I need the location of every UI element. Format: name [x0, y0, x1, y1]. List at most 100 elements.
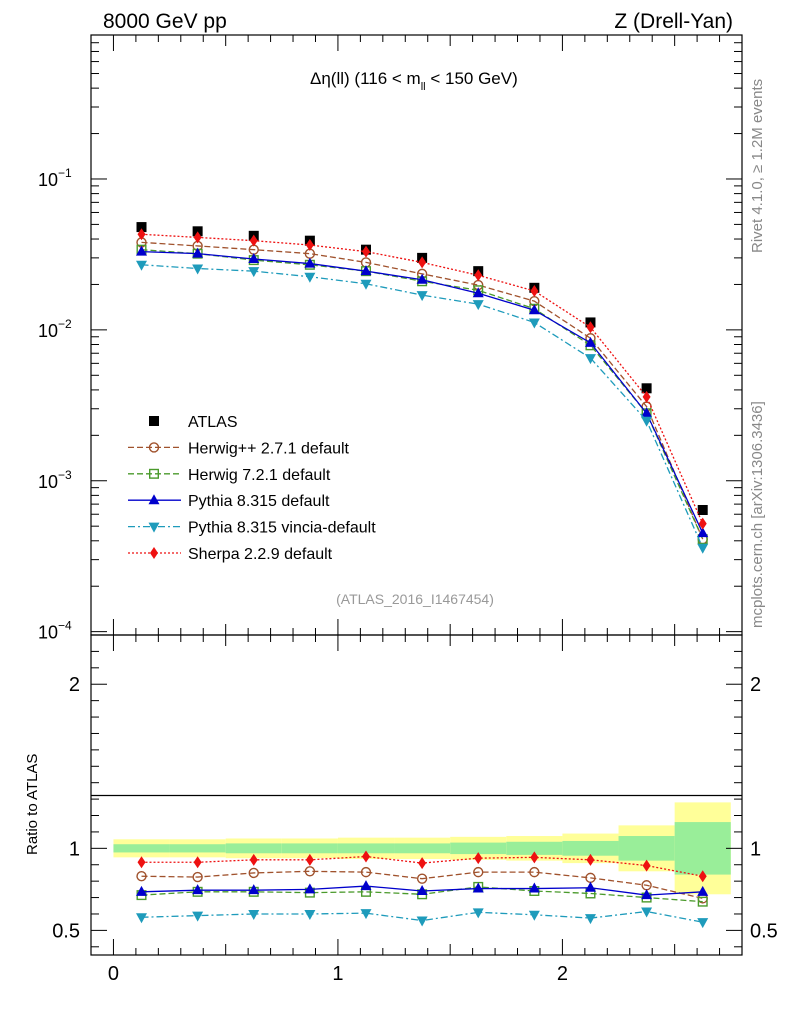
analysis-label: (ATLAS_2016_I1467454): [336, 591, 494, 607]
ratio-y-tick-label-right: 2: [750, 674, 761, 696]
ratio-point-sherpa-2-2-9-default: [249, 853, 258, 866]
data-point-pythia-8-315-vincia-default: [304, 272, 316, 283]
legend-label-herwig-7-2-1-default: Herwig 7.2.1 default: [188, 467, 331, 484]
ratio-point-pythia-8-315-vincia-default: [360, 909, 372, 920]
ratio-point-pythia-8-315-vincia-default: [584, 914, 596, 925]
data-point-pythia-8-315-default: [584, 336, 596, 347]
ratio-y-tick-label-right: 0.5: [750, 920, 778, 942]
ratio-point-sherpa-2-2-9-default: [305, 853, 314, 866]
ratio-point-pythia-8-315-default: [416, 885, 428, 895]
ratio-point-herwig-2-7-1-default: [248, 867, 259, 879]
legend-label-pythia-8-315-default: Pythia 8.315 default: [188, 493, 330, 510]
ratio-point-pythia-8-315-vincia-default: [697, 918, 709, 929]
ratio-band-inner: [450, 842, 507, 855]
legend: ATLAS Herwig++ 2.7.1 default Herwig 7.2.1 …: [128, 414, 376, 563]
ratio-point-sherpa-2-2-9-default: [137, 856, 146, 869]
ratio-band-inner: [337, 843, 395, 854]
ratio-point-herwig-2-7-1-default: [529, 866, 540, 878]
series-line-sherpa-2-2-9-default: [141, 233, 704, 524]
ratio-point-sherpa-2-2-9-default: [586, 853, 595, 866]
data-point-atlas: [697, 504, 708, 515]
data-point-atlas: [192, 226, 203, 237]
main-y-tick-label: 10−4: [38, 619, 72, 643]
data-point-pythia-8-315-vincia-default: [192, 264, 204, 275]
ratio-point-pythia-8-315-vincia-default: [304, 909, 316, 920]
ratio-series-layer: [136, 850, 709, 929]
ratio-point-herwig-2-7-1-default: [416, 873, 428, 884]
ratio-point-sherpa-2-2-9-default: [698, 870, 707, 883]
data-point-sherpa-2-2-9-default: [305, 239, 314, 252]
legend-label-sherpa-2-2-9-default: Sherpa 2.2.9 default: [188, 546, 333, 563]
main-series-layer: [136, 222, 709, 554]
data-point-pythia-8-315-default: [472, 287, 484, 298]
ratio-point-herwig-2-7-1-default: [360, 866, 372, 878]
legend-label-herwig-2-7-1-default: Herwig++ 2.7.1 default: [188, 440, 350, 457]
data-point-pythia-8-315-vincia-default: [641, 416, 653, 427]
main-y-tick-labels: 10−1 10−2 10−3 10−4: [38, 166, 72, 643]
ratio-uncertainty-bands: [113, 802, 731, 895]
ratio-point-pythia-8-315-vincia-default: [192, 911, 204, 922]
data-point-pythia-8-315-vincia-default: [136, 260, 148, 271]
ratio-point-pythia-8-315-default: [248, 884, 260, 895]
ratio-y-tick-label-right: 1: [750, 838, 761, 860]
data-point-pythia-8-315-default: [641, 407, 653, 418]
ratio-point-pythia-8-315-vincia-default: [136, 913, 148, 924]
data-point-sherpa-2-2-9-default: [698, 517, 707, 530]
ratio-point-pythia-8-315-vincia-default: [416, 916, 428, 927]
plot-title-subscript: ll: [421, 81, 426, 93]
ratio-line-herwig-2-7-1-default: [141, 870, 703, 900]
data-point-sherpa-2-2-9-default: [474, 269, 483, 282]
legend-marker-atlas: [149, 416, 159, 426]
legend-marker-pythia-8-315-default: [148, 494, 160, 505]
legend-marker-herwig-2-7-1-default: [148, 442, 160, 453]
ratio-point-pythia-8-315-vincia-default: [528, 910, 540, 921]
series-line-pythia-8-315-vincia-default: [141, 264, 704, 548]
ratio-point-pythia-8-315-default: [360, 880, 372, 891]
main-y-tick-label: 10−1: [38, 166, 72, 190]
data-point-sherpa-2-2-9-default: [586, 321, 595, 334]
data-point-pythia-8-315-vincia-default: [697, 543, 709, 554]
ratio-point-pythia-8-315-default: [697, 885, 709, 896]
data-point-sherpa-2-2-9-default: [249, 234, 258, 247]
data-point-pythia-8-315-default: [697, 527, 709, 538]
legend-marker-sherpa-2-2-9-default: [150, 547, 158, 559]
data-point-atlas: [641, 383, 652, 394]
data-point-sherpa-2-2-9-default: [418, 256, 427, 269]
data-point-pythia-8-315-default: [192, 247, 204, 258]
header-left: 8000 GeV pp: [103, 10, 227, 33]
main-y-tick-label: 10−2: [38, 317, 72, 341]
legend-label-atlas: ATLAS: [188, 414, 238, 431]
main-plot-frame: [90, 34, 743, 636]
ratio-point-herwig-2-7-1-default: [192, 871, 203, 883]
ratio-point-pythia-8-315-default: [304, 883, 316, 894]
plot-title-rest: < 150 GeV): [426, 69, 518, 88]
rivet-label: Rivet 4.1.0, ≥ 1.2M events: [749, 79, 766, 253]
ratio-point-sherpa-2-2-9-default: [642, 859, 651, 872]
ratio-band-inner: [394, 843, 451, 854]
ratio-band-inner: [225, 843, 282, 854]
ratio-band-inner: [618, 836, 675, 861]
legend-label-pythia-8-315-vincia-default: Pythia 8.315 vincia-default: [188, 520, 376, 537]
ratio-y-tick-label-left: 1: [69, 838, 80, 860]
legend-marker-pythia-8-315-vincia-default: [148, 522, 160, 533]
ratio-point-pythia-8-315-default: [528, 882, 540, 893]
ratio-band-inner: [674, 822, 731, 875]
ratio-point-pythia-8-315-vincia-default: [641, 907, 653, 918]
ratio-point-pythia-8-315-vincia-default: [248, 909, 260, 920]
ratio-point-sherpa-2-2-9-default: [418, 857, 427, 870]
ratio-point-sherpa-2-2-9-default: [361, 850, 370, 863]
header-right: Z (Drell-Yan): [614, 10, 733, 33]
data-point-sherpa-2-2-9-default: [361, 245, 370, 258]
data-point-pythia-8-315-vincia-default: [248, 267, 260, 278]
x-tick-label: 1: [332, 963, 343, 985]
ratio-y-tick-label-left: 2: [69, 674, 80, 696]
data-point-pythia-8-315-vincia-default: [360, 279, 372, 290]
ratio-point-sherpa-2-2-9-default: [474, 852, 483, 865]
ratio-band-inner: [169, 844, 226, 853]
ratio-point-herwig-2-7-1-default: [136, 871, 147, 882]
ratio-point-herwig-2-7-1-default: [304, 866, 316, 877]
ratio-point-herwig-2-7-1-default: [473, 866, 484, 878]
data-point-pythia-8-315-default: [304, 257, 316, 268]
data-point-pythia-8-315-vincia-default: [416, 291, 428, 302]
